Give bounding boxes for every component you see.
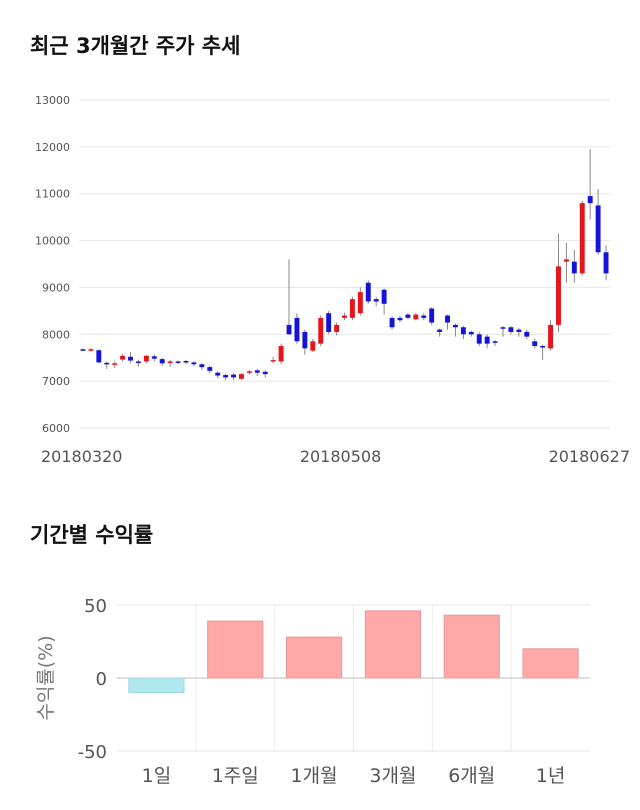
category-label: 1주일 xyxy=(212,765,259,787)
y-tick-label: 6000 xyxy=(42,422,70,435)
return-bar xyxy=(128,677,185,694)
candle-body xyxy=(540,346,546,348)
candle-body xyxy=(175,361,181,363)
candle-body xyxy=(484,336,490,344)
candle-body xyxy=(429,308,435,323)
candle-body xyxy=(516,329,522,332)
y-axis-label: 수익률(%) xyxy=(35,635,57,720)
candle-body xyxy=(357,292,363,314)
candle-body xyxy=(476,334,482,344)
candle-body xyxy=(508,327,514,332)
candle-body xyxy=(373,299,379,302)
y-tick-label: 7000 xyxy=(42,375,70,388)
category-label: 1일 xyxy=(142,765,172,787)
candle-body xyxy=(262,371,268,375)
candle-body xyxy=(294,317,300,342)
returns-bar-chart: 50 0 -50 수익률(%) 1일 1주일 1개월 3개월 6개월 1년 xyxy=(35,596,590,787)
candle-body xyxy=(460,327,466,335)
category-label: 6개월 xyxy=(448,765,495,787)
category-label: 1개월 xyxy=(291,765,338,787)
y-tick-label: 10000 xyxy=(35,235,70,248)
candle-body xyxy=(579,203,585,274)
candle-body xyxy=(112,363,118,365)
x-tick-label: 20180627 xyxy=(549,447,630,466)
candle-body xyxy=(524,331,530,337)
candle-body xyxy=(389,317,395,328)
candle-body xyxy=(207,367,213,371)
y-tick-label: 8000 xyxy=(42,328,70,341)
y-tick-label: 13000 xyxy=(35,94,70,107)
candle-body xyxy=(80,349,86,351)
candle-body xyxy=(167,361,173,363)
candle-body xyxy=(563,259,569,262)
return-bar xyxy=(522,648,579,679)
return-bar xyxy=(364,610,422,679)
candle-body xyxy=(239,374,244,379)
candle-body xyxy=(302,331,308,349)
x-tick-label: 20180320 xyxy=(41,447,122,466)
y-tick-label: 11000 xyxy=(35,188,70,201)
candle-body xyxy=(556,266,561,325)
y-tick-label: 0 xyxy=(96,669,107,690)
candle-body xyxy=(405,314,411,318)
candle-body xyxy=(88,349,94,351)
candle-body xyxy=(500,327,506,329)
return-bar xyxy=(443,614,500,679)
candle-body xyxy=(421,315,427,318)
candle-body xyxy=(191,362,197,365)
returns-chart-title: 기간별 수익률 xyxy=(30,523,154,547)
candle-body xyxy=(334,324,340,332)
candle-body xyxy=(135,361,141,363)
candle-body xyxy=(223,375,229,378)
y-tick-label: 12000 xyxy=(35,141,70,154)
candle-body xyxy=(326,313,332,332)
candle-body xyxy=(159,359,165,364)
candle-body xyxy=(342,315,347,318)
candle-body xyxy=(104,362,110,365)
candle-body xyxy=(413,314,419,320)
candle-body xyxy=(595,205,601,253)
candle-body xyxy=(349,299,355,318)
candle-body xyxy=(492,341,498,343)
candlestick-chart: 13000 12000 11000 10000 9000 8000 7000 6000 2018… xyxy=(35,94,630,466)
candle-body xyxy=(603,252,609,274)
candle-body xyxy=(571,261,577,274)
candle-body xyxy=(286,324,292,335)
candle-body xyxy=(468,331,474,335)
candle-body xyxy=(96,350,102,363)
return-bar xyxy=(207,620,264,679)
candle-body xyxy=(254,370,260,373)
category-label: 1년 xyxy=(536,765,566,787)
y-tick-label: 50 xyxy=(84,596,107,617)
candle-body xyxy=(278,346,284,362)
candle-body xyxy=(151,356,157,359)
candle-body xyxy=(587,196,593,204)
candle-body xyxy=(128,356,133,361)
candle-body xyxy=(397,317,403,321)
candle-body xyxy=(452,324,458,328)
candle-body xyxy=(143,355,149,362)
candle-body xyxy=(548,324,554,349)
return-bar xyxy=(285,636,343,679)
candle-body xyxy=(532,341,538,346)
candle-body xyxy=(310,341,316,351)
candle-body xyxy=(199,364,205,368)
candle-body xyxy=(231,374,237,378)
candle-body xyxy=(445,315,450,323)
candle-body xyxy=(246,371,252,373)
candle-body xyxy=(120,355,126,360)
candle-body xyxy=(318,317,324,344)
category-label: 3개월 xyxy=(369,765,416,787)
y-tick-label: -50 xyxy=(78,742,107,763)
candle-body xyxy=(381,289,387,304)
candle-body xyxy=(183,360,189,363)
y-tick-label: 9000 xyxy=(42,281,70,294)
candle-body xyxy=(215,372,221,376)
candle-body xyxy=(270,360,276,362)
x-tick-label: 20180508 xyxy=(300,447,381,466)
candle-body xyxy=(365,282,371,302)
price-chart-title: 최근 3개월간 주가 추세 xyxy=(30,34,241,58)
candle-body xyxy=(437,329,443,332)
